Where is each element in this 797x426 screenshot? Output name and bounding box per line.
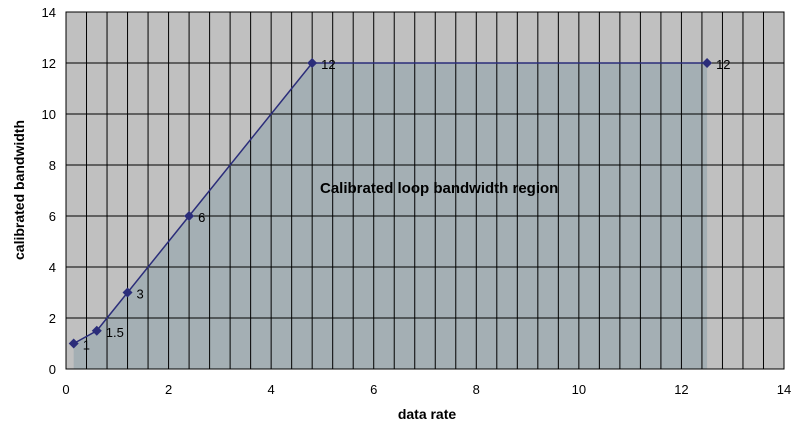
data-point-marker — [122, 287, 133, 298]
plot-border — [65, 11, 785, 370]
data-label: 6 — [198, 210, 205, 225]
data-label: 12 — [716, 57, 730, 72]
data-point-marker — [91, 325, 102, 336]
data-point-marker — [307, 58, 318, 68]
data-point-marker — [702, 58, 713, 68]
grid-lines — [66, 12, 784, 369]
y-tick-label: 4 — [49, 260, 56, 275]
x-tick-label: 2 — [165, 382, 172, 397]
data-label: 3 — [137, 287, 144, 302]
y-tick-label: 8 — [49, 158, 56, 173]
series-line — [73, 62, 708, 345]
x-tick-label: 6 — [370, 382, 377, 397]
x-axis-title: data rate — [398, 406, 457, 422]
x-tick-label: 8 — [473, 382, 480, 397]
y-tick-label: 10 — [42, 107, 56, 122]
data-label: 1.5 — [106, 325, 124, 340]
data-point-marker — [184, 211, 195, 221]
y-tick-label: 12 — [42, 56, 56, 71]
y-tick-label: 14 — [42, 5, 56, 20]
y-axis-title: calibrated bandwidth — [11, 120, 27, 260]
data-labels: 1 1.5 3 6 12 12 — [83, 57, 731, 353]
y-tick-label: 2 — [49, 311, 56, 326]
x-tick-label: 0 — [62, 382, 69, 397]
data-points — [68, 58, 713, 349]
y-tick-label: 6 — [49, 209, 56, 224]
y-tick-label: 0 — [49, 362, 56, 377]
data-label: 12 — [321, 57, 335, 72]
x-tick-labels: 0 2 4 6 8 10 12 14 — [62, 382, 791, 397]
data-label: 1 — [83, 338, 90, 353]
x-tick-label: 10 — [572, 382, 586, 397]
x-tick-label: 12 — [674, 382, 688, 397]
x-tick-label: 4 — [268, 382, 275, 397]
x-tick-label: 14 — [777, 382, 791, 397]
data-point-marker — [68, 338, 79, 349]
region-annotation: Calibrated loop bandwidth region — [320, 180, 558, 197]
y-tick-labels: 0 2 4 6 8 10 12 14 — [42, 5, 56, 377]
